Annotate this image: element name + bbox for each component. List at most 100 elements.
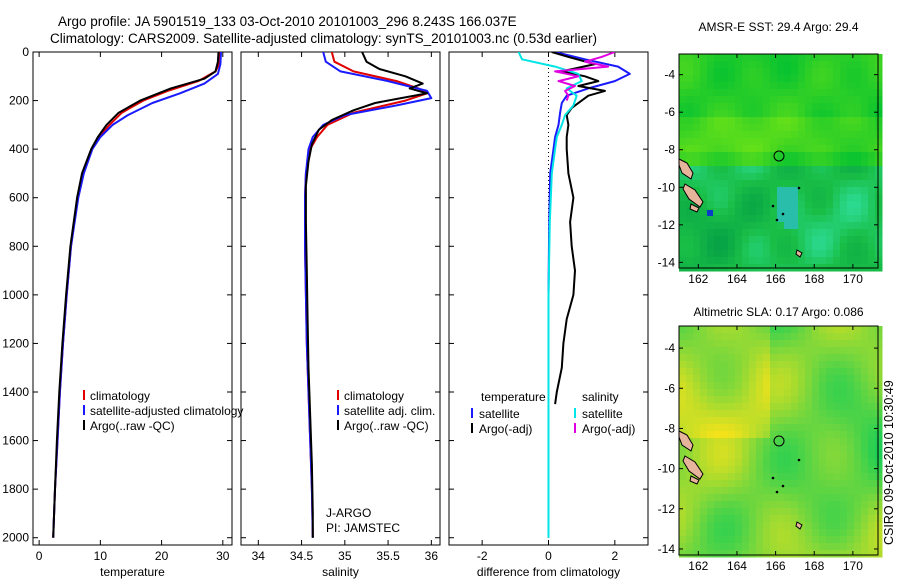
map-cell bbox=[770, 361, 778, 369]
map-cell bbox=[819, 473, 827, 481]
y-tick-label: 1600 bbox=[2, 434, 29, 448]
map-cell bbox=[749, 61, 757, 69]
map-cell bbox=[833, 75, 841, 83]
map-cell bbox=[868, 333, 876, 341]
map-cell bbox=[770, 54, 778, 62]
map-cell bbox=[833, 375, 841, 383]
map-cell bbox=[686, 536, 694, 544]
map-cell bbox=[798, 152, 806, 160]
map-cell bbox=[819, 347, 827, 355]
map-cell bbox=[819, 110, 827, 118]
map-cell bbox=[854, 96, 862, 104]
map-cell bbox=[679, 403, 687, 411]
map-cell bbox=[749, 410, 757, 418]
map-cell bbox=[714, 473, 722, 481]
map-cell bbox=[735, 361, 743, 369]
map-cell bbox=[756, 229, 764, 237]
map-cell bbox=[868, 389, 876, 397]
map-cell bbox=[679, 243, 687, 251]
map-cell bbox=[847, 368, 855, 376]
map-cell bbox=[840, 54, 848, 62]
map-cell bbox=[693, 54, 701, 62]
map-cell bbox=[686, 529, 694, 537]
map-cell bbox=[861, 201, 869, 209]
map-cell bbox=[728, 110, 736, 118]
map-cell bbox=[707, 466, 715, 474]
map-cell bbox=[721, 229, 729, 237]
map-cell bbox=[777, 522, 785, 530]
map-cell bbox=[840, 333, 848, 341]
map-cell bbox=[749, 389, 757, 397]
map-cell bbox=[854, 222, 862, 230]
x-tick-label: 2 bbox=[611, 549, 618, 563]
map-cell bbox=[784, 410, 792, 418]
map-cell bbox=[700, 410, 708, 418]
map-cell bbox=[875, 445, 883, 453]
map-cell bbox=[693, 187, 701, 195]
map-cell bbox=[742, 89, 750, 97]
map-cell bbox=[812, 543, 820, 551]
map-cell bbox=[826, 487, 834, 495]
map-cell bbox=[868, 361, 876, 369]
map-cell bbox=[679, 424, 687, 432]
map-cell bbox=[784, 110, 792, 118]
map-cell bbox=[875, 208, 883, 216]
map-cell bbox=[784, 550, 792, 558]
map-cell bbox=[868, 187, 876, 195]
map-cell bbox=[679, 131, 687, 139]
map-cell bbox=[798, 333, 806, 341]
map-cell bbox=[854, 529, 862, 537]
y-tick-label: 2000 bbox=[2, 531, 29, 545]
map-cell bbox=[791, 431, 799, 439]
map-cell bbox=[798, 417, 806, 425]
map-cell bbox=[700, 166, 708, 174]
map-cell bbox=[798, 89, 806, 97]
map-cell bbox=[840, 536, 848, 544]
map-cell bbox=[763, 82, 771, 90]
map-cell bbox=[819, 543, 827, 551]
map-cell bbox=[791, 326, 799, 334]
map-cell bbox=[777, 96, 785, 104]
map-cell bbox=[805, 110, 813, 118]
map-cell bbox=[819, 89, 827, 97]
map-cell bbox=[728, 187, 736, 195]
map-cell bbox=[749, 54, 757, 62]
map-cell bbox=[819, 201, 827, 209]
map-cell bbox=[861, 215, 869, 223]
map-cell bbox=[784, 180, 792, 188]
map-cell bbox=[805, 222, 813, 230]
map-cell bbox=[721, 529, 729, 537]
map-cell bbox=[798, 375, 806, 383]
map-cell bbox=[791, 487, 799, 495]
map-cell bbox=[700, 236, 708, 244]
map-cell bbox=[735, 375, 743, 383]
map-cell bbox=[833, 68, 841, 76]
map-cell bbox=[805, 103, 813, 111]
map-cell bbox=[756, 75, 764, 83]
map-cell bbox=[679, 138, 687, 146]
map-cell bbox=[861, 326, 869, 334]
map-cell bbox=[805, 445, 813, 453]
map-cell bbox=[700, 438, 708, 446]
map-cell bbox=[742, 201, 750, 209]
map-cell bbox=[861, 229, 869, 237]
map-cell bbox=[756, 54, 764, 62]
y-tick-label: 1000 bbox=[2, 288, 29, 302]
map-cell bbox=[875, 124, 883, 132]
map-cell bbox=[763, 61, 771, 69]
map-cell bbox=[861, 515, 869, 523]
map-cell bbox=[749, 480, 757, 488]
map-cell bbox=[728, 466, 736, 474]
map-cell bbox=[791, 236, 799, 244]
map-cell bbox=[854, 61, 862, 69]
map-cell bbox=[784, 508, 792, 516]
map-cell bbox=[861, 431, 869, 439]
map-cell bbox=[777, 473, 785, 481]
map-cell bbox=[714, 159, 722, 167]
map-cell bbox=[693, 110, 701, 118]
map-cell bbox=[812, 236, 820, 244]
map-cell bbox=[826, 54, 834, 62]
map-cell bbox=[700, 173, 708, 181]
map-cell bbox=[875, 410, 883, 418]
